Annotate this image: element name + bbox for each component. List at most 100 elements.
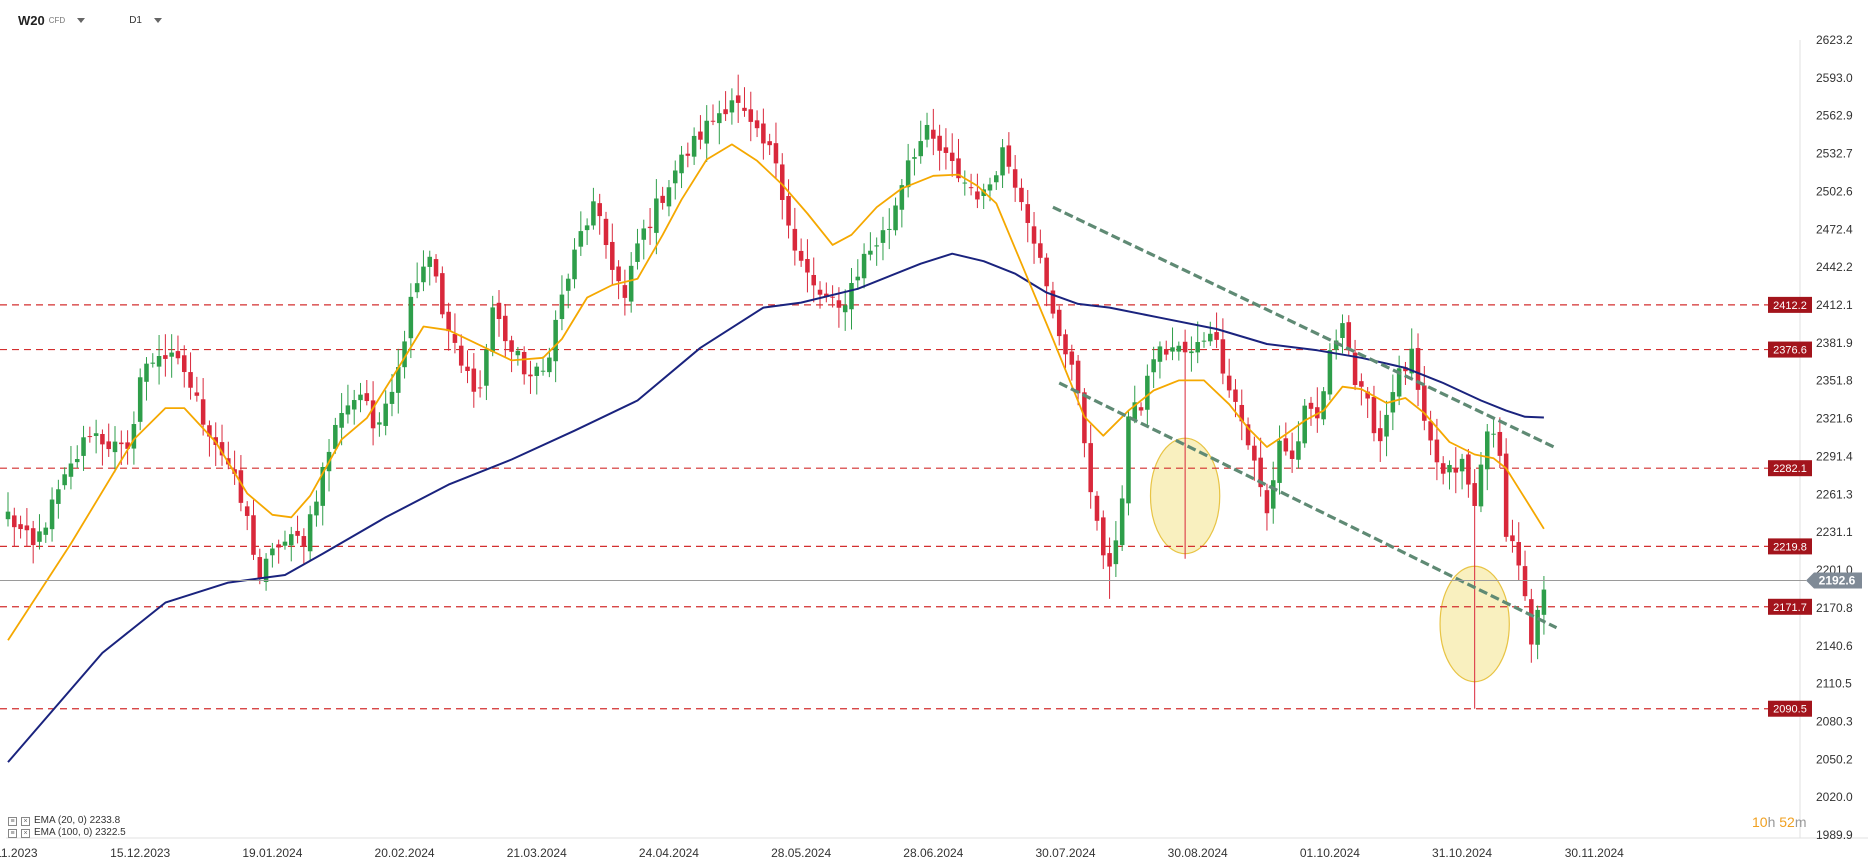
remove-indicator-icon[interactable]: × — [21, 828, 30, 838]
x-tick-label: 24.04.2024 — [639, 846, 699, 860]
candle-body — [691, 135, 697, 157]
candle-body — [396, 367, 401, 393]
candle-body — [855, 276, 861, 281]
candle-body — [370, 400, 376, 429]
candle-body — [1466, 454, 1471, 485]
candle-body — [465, 366, 470, 372]
candle-body — [672, 170, 678, 184]
y-tick-label: 2623.2 — [1816, 33, 1853, 47]
candle-body — [1377, 428, 1383, 442]
candle-body — [994, 175, 999, 183]
candle-body — [830, 296, 835, 298]
candle-body — [408, 296, 414, 339]
candle-body — [761, 123, 766, 144]
candle-body — [912, 157, 917, 159]
y-tick-label: 2261.3 — [1816, 487, 1853, 501]
y-tick-label: 2080.3 — [1816, 715, 1853, 729]
candle-body — [1019, 187, 1024, 203]
candle-body — [24, 525, 30, 531]
candle-body — [62, 474, 67, 486]
countdown-minutes: 52 — [1779, 814, 1795, 830]
candle-body — [685, 153, 691, 156]
candle-body — [1302, 405, 1307, 444]
candle-body — [584, 225, 590, 231]
candle-body — [1025, 204, 1031, 223]
candle-body — [1497, 431, 1503, 456]
candle-body — [81, 437, 86, 456]
candle-body — [880, 230, 886, 243]
candle-body — [786, 195, 791, 226]
candle-body — [918, 141, 924, 157]
candle-body — [647, 226, 653, 229]
candle-body — [868, 250, 873, 255]
candle-body — [244, 506, 250, 516]
instrument-type-label: CFD — [48, 15, 66, 25]
candle-body — [641, 228, 647, 240]
candle-body — [490, 307, 495, 352]
candle-body — [509, 340, 514, 352]
candle-body — [1340, 323, 1345, 338]
candle-body — [364, 393, 370, 402]
candle-body — [1233, 389, 1238, 402]
level-tag-label: 2412.2 — [1773, 300, 1807, 312]
candle-body — [282, 541, 288, 546]
remove-indicator-icon[interactable]: × — [21, 816, 30, 826]
y-tick-label: 2412.1 — [1816, 298, 1853, 312]
candle-body — [484, 349, 489, 386]
x-tick-label: 20.02.2024 — [375, 846, 435, 860]
candle-body — [307, 514, 313, 552]
candle-body — [194, 392, 200, 396]
level-tag — [1768, 341, 1812, 358]
level-tag — [1768, 598, 1812, 615]
candle-body — [200, 399, 206, 425]
candle-body — [1409, 348, 1414, 374]
candles-group — [5, 74, 1547, 709]
legend-label-ema20: EMA (20, 0) 2233.8 — [34, 815, 121, 826]
candle-body — [1044, 257, 1049, 287]
candle-body — [565, 278, 571, 291]
candle-body — [1529, 599, 1534, 645]
candle-body — [943, 147, 949, 153]
candle-body — [12, 515, 17, 528]
candle-body — [817, 289, 823, 295]
indicator-settings-icon[interactable]: ≡ — [8, 828, 17, 838]
candle-body — [389, 391, 395, 404]
symbol-label[interactable]: W20 — [18, 12, 45, 28]
candle-body — [968, 187, 974, 189]
symbol-dropdown-icon[interactable] — [77, 17, 86, 23]
candle-body — [68, 463, 74, 477]
candle-body — [131, 424, 137, 449]
indicator-settings-icon[interactable]: ≡ — [8, 816, 17, 826]
y-tick-label: 2381.9 — [1816, 336, 1853, 350]
candle-body — [320, 466, 326, 506]
timeframe-dropdown-icon[interactable] — [153, 17, 162, 23]
candle-body — [1440, 463, 1446, 474]
candle-body — [1422, 385, 1427, 421]
x-tick-label: 01.10.2024 — [1300, 846, 1360, 860]
candle-body — [824, 293, 829, 297]
level-tag-label: 2090.5 — [1773, 704, 1807, 716]
candle-body — [811, 274, 816, 286]
level-tag-label: 2171.7 — [1773, 602, 1807, 614]
candle-body — [1296, 441, 1301, 460]
timeframe-label[interactable]: D1 — [129, 14, 142, 26]
candle-body — [1000, 147, 1005, 176]
candle-body — [735, 95, 741, 103]
y-tick-label: 1989.9 — [1816, 828, 1853, 842]
candle-body — [704, 120, 709, 144]
candle-body — [729, 100, 735, 113]
candle-body — [798, 250, 804, 261]
legend-label-ema100: EMA (100, 0) 2322.5 — [34, 827, 126, 838]
x-tick-label: 15.11.2023 — [0, 846, 38, 860]
candle-body — [106, 441, 111, 450]
level-tag — [1768, 538, 1812, 555]
candle-body — [767, 141, 772, 146]
candle-body — [125, 442, 130, 449]
candle-body — [773, 143, 779, 164]
candle-body — [238, 470, 244, 503]
candle-body — [610, 241, 615, 270]
ema100-line — [7, 252, 1544, 763]
x-tick-label: 19.01.2024 — [242, 846, 302, 860]
